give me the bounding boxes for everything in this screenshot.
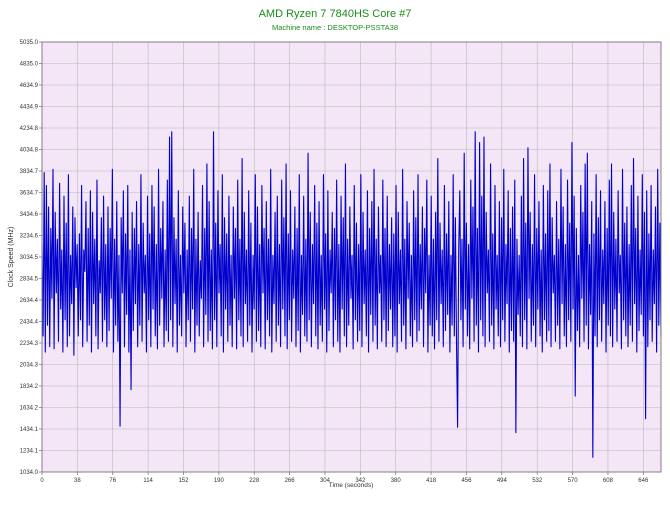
x-tick-label: 190 — [214, 478, 225, 484]
y-tick-label: 4034.8 — [20, 148, 39, 154]
y-tick-label: 1834.2 — [20, 384, 39, 390]
x-tick-label: 494 — [497, 478, 508, 484]
y-tick-label: 4835.0 — [20, 62, 39, 68]
y-tick-label: 1634.2 — [20, 406, 39, 412]
y-tick-label: 4434.9 — [20, 105, 39, 111]
y-tick-label: 3434.6 — [20, 212, 39, 218]
x-tick-label: 608 — [603, 478, 614, 484]
chart-title: AMD Ryzen 7 7840HS Core #7 — [259, 8, 412, 20]
y-tick-label: 2434.4 — [20, 320, 39, 326]
y-tick-label: 2034.3 — [20, 363, 39, 369]
x-tick-label: 228 — [249, 478, 260, 484]
y-tick-label: 2634.4 — [20, 298, 39, 304]
x-tick-label: 152 — [178, 478, 189, 484]
x-tick-label: 342 — [355, 478, 366, 484]
x-tick-label: 304 — [320, 478, 331, 484]
y-axis-label: Clock Speed (MHz) — [8, 227, 15, 288]
y-tick-label: 2834.5 — [20, 277, 39, 283]
series-line-0 — [41, 131, 662, 458]
series-layer — [41, 131, 662, 458]
x-tick-label: 570 — [568, 478, 579, 484]
x-tick-label: 76 — [109, 478, 116, 484]
x-tick-label: 114 — [143, 478, 153, 484]
y-tick-label: 5035.0 — [20, 40, 39, 46]
y-axis-ticks: 1034.0 1234.1 1434.1 1634.2 1834.2 2034.3 2234… — [20, 40, 42, 476]
y-tick-label: 4634.9 — [20, 83, 39, 89]
x-tick-label: 0 — [40, 478, 44, 484]
x-axis-label: Time (seconds) — [329, 482, 374, 489]
chart-subtitle: Machine name : DESKTOP-PSSTA38 — [272, 23, 398, 32]
y-tick-label: 4234.8 — [20, 126, 39, 132]
y-tick-label: 1034.0 — [20, 470, 39, 476]
x-tick-label: 532 — [532, 478, 543, 484]
y-tick-label: 3234.6 — [20, 234, 39, 240]
y-tick-label: 1234.1 — [20, 449, 39, 455]
y-tick-label: 2234.3 — [20, 341, 39, 347]
x-tick-label: 456 — [461, 478, 472, 484]
x-tick-label: 380 — [391, 478, 402, 484]
y-tick-label: 3834.7 — [20, 169, 39, 175]
y-tick-label: 3634.7 — [20, 191, 39, 197]
y-tick-label: 3034.5 — [20, 255, 39, 261]
y-tick-label: 1434.1 — [20, 427, 39, 433]
x-axis-ticks: 0 38 76 114 152 190 228 266 304 342 380 418 456 494 53… — [40, 472, 649, 484]
x-tick-label: 646 — [638, 478, 649, 484]
x-tick-label: 418 — [426, 478, 437, 484]
x-tick-label: 266 — [285, 478, 296, 484]
x-tick-label: 38 — [74, 478, 81, 484]
